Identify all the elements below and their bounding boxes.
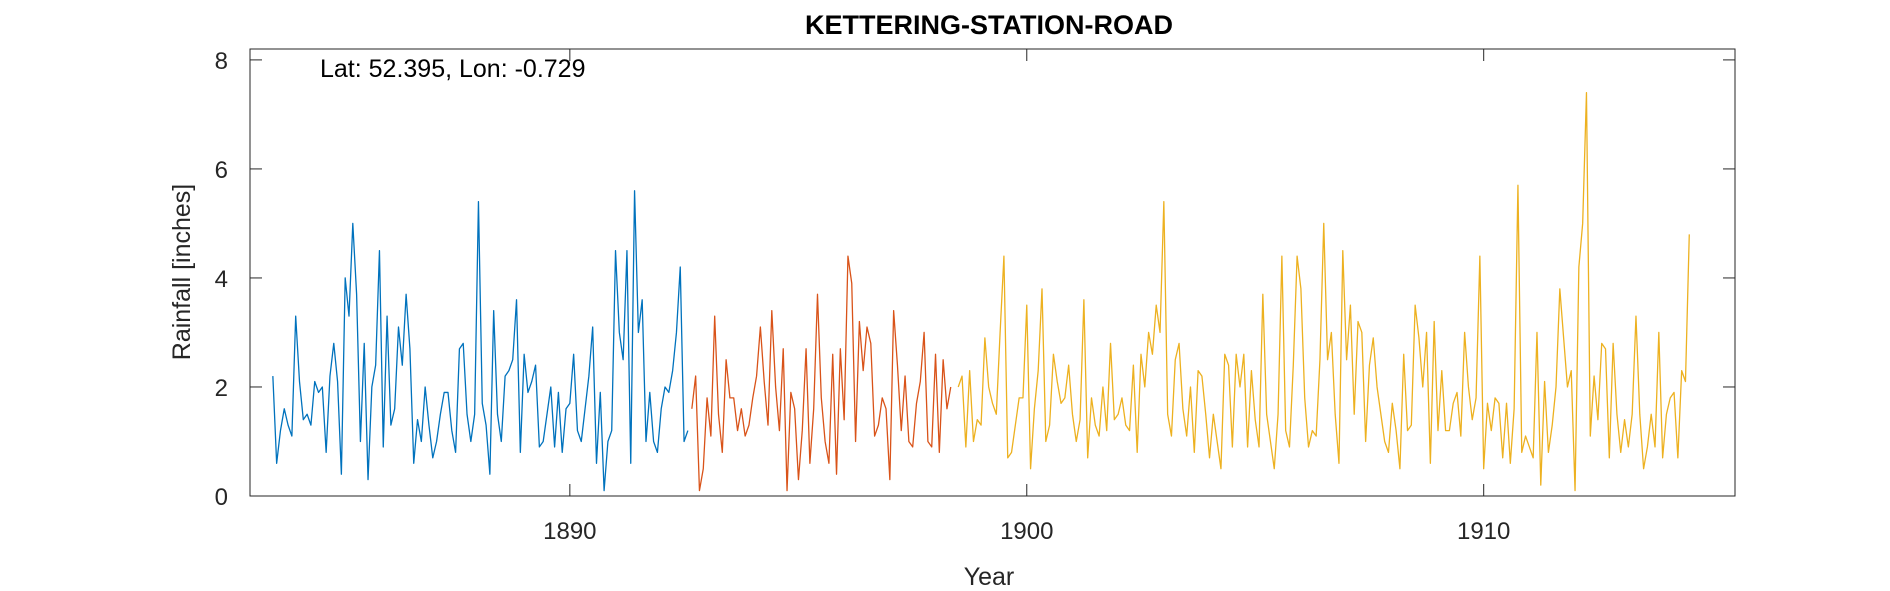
y-tick-label: 8: [215, 48, 228, 75]
y-axis-label: Rainfall [inches]: [168, 184, 196, 360]
x-tick-label: 1890: [543, 518, 596, 545]
location-annotation: Lat: 52.395, Lon: -0.729: [320, 55, 586, 83]
y-tick-label: 6: [215, 157, 228, 184]
series-line-3: [957, 91, 1690, 492]
x-tick-label: 1910: [1457, 518, 1510, 545]
x-tick-label: 1900: [1000, 518, 1053, 545]
x-axis-label: Year: [964, 563, 1015, 591]
axes-box: [249, 48, 1736, 497]
series-line-2: [691, 255, 952, 492]
series-line-1: [272, 190, 689, 492]
plot-area: 1890 1900 1910 0 2 4 6 8: [215, 48, 1736, 545]
y-tick-label: 2: [215, 375, 228, 402]
chart-title: KETTERING-STATION-ROAD: [805, 10, 1173, 40]
y-tick-label: 0: [215, 484, 228, 511]
y-tick-label: 4: [215, 266, 228, 293]
